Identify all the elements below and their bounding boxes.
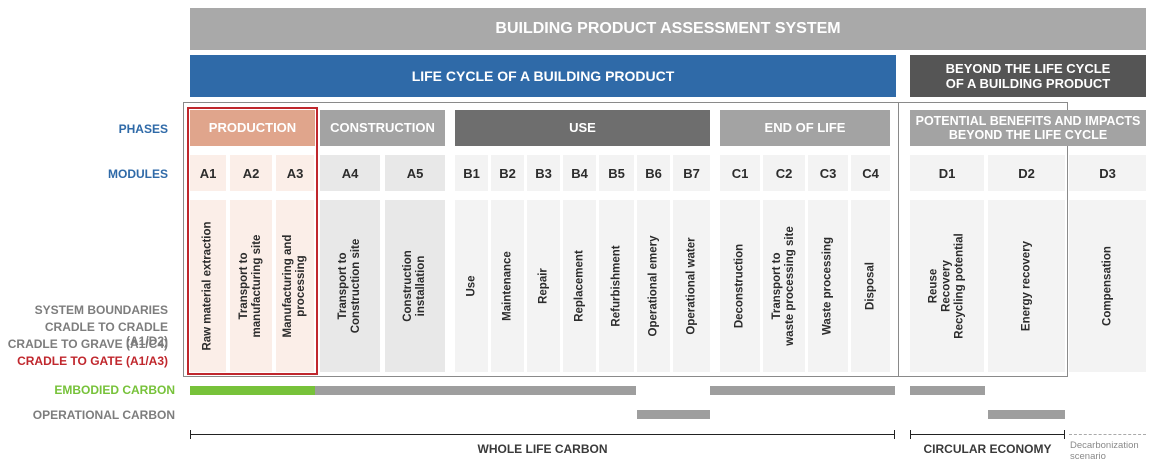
whole-life-carbon-tick-left — [190, 430, 191, 439]
module-desc-d1: Reuse Recovery Recycling potential — [910, 200, 984, 372]
embodied-carbon-bar-construction-use — [315, 386, 636, 395]
module-code-d2: D2 — [988, 155, 1065, 191]
module-desc-c3-text: Waste processing — [821, 237, 834, 335]
beyond-text: BEYOND THE LIFE CYCLE OF A BUILDING PROD… — [945, 61, 1111, 91]
phase-production-label: PRODUCTION — [208, 120, 297, 135]
title-band: BUILDING PRODUCT ASSESSMENT SYSTEM — [190, 8, 1146, 50]
module-desc-d3: Compensation — [1069, 200, 1146, 372]
phase-use-label: USE — [569, 120, 596, 135]
module-code-b6: B6 — [637, 155, 670, 191]
module-desc-a2: Transport to manufacturing site — [230, 200, 272, 372]
phase-end-of-life: END OF LIFE — [720, 110, 890, 146]
beyond-band: BEYOND THE LIFE CYCLE OF A BUILDING PROD… — [910, 55, 1146, 97]
phase-beyond-label: POTENTIAL BENEFITS AND IMPACTS BEYOND TH… — [915, 114, 1141, 142]
module-code-d1: D1 — [910, 155, 984, 191]
phase-beyond: POTENTIAL BENEFITS AND IMPACTS BEYOND TH… — [910, 110, 1146, 146]
cradle-to-gate-label: CRADLE TO GATE (A1/A3) — [17, 354, 168, 368]
circular-economy-tick-right — [1064, 430, 1065, 439]
module-desc-b2-text: Maintenance — [501, 251, 513, 321]
module-desc-a1: Raw material extraction — [190, 200, 226, 372]
module-desc-b3: Repair — [527, 200, 560, 372]
module-desc-a4-text: Transport to Construction site — [337, 238, 362, 334]
module-desc-b5: Refurbishment — [599, 200, 634, 372]
module-code-b4: B4 — [563, 155, 596, 191]
module-desc-b7: Operational water — [673, 200, 710, 372]
module-desc-a5: Construction installation — [385, 200, 445, 372]
module-code-b2: B2 — [491, 155, 524, 191]
module-desc-d2: Energy recovery — [988, 200, 1065, 372]
cradle-to-cradle-label: CRADLE TO CRADLE (A1/D2) — [44, 320, 168, 348]
operational-carbon-label: OPERATIONAL CARBON — [32, 408, 175, 422]
decarbonization-line — [1069, 434, 1146, 435]
decarbonization-label: Decarbonization scenario — [1070, 440, 1139, 462]
whole-life-carbon-tick-right — [894, 430, 895, 439]
module-desc-c4-text: Disposal — [864, 262, 876, 310]
cradle-to-gate-frame — [187, 107, 318, 375]
module-desc-d1-text: Reuse Recovery Recycling potential — [927, 233, 966, 339]
module-code-c4: C4 — [851, 155, 890, 191]
module-desc-b1: Use — [455, 200, 488, 372]
module-desc-b3-text: Repair — [537, 268, 549, 304]
phase-construction-label: CONSTRUCTION — [330, 120, 435, 135]
module-desc-a3: Manufacturing and processing — [276, 200, 314, 372]
module-desc-b6: Operational emery — [637, 200, 670, 372]
module-desc-c1: Deconstruction — [720, 200, 760, 372]
phase-construction: CONSTRUCTION — [320, 110, 445, 146]
circular-economy-tick-left — [910, 430, 911, 439]
module-desc-b2: Maintenance — [491, 200, 524, 372]
module-code-b3: B3 — [527, 155, 560, 191]
phase-end-of-life-label: END OF LIFE — [764, 120, 846, 135]
embodied-carbon-bar-d1 — [910, 386, 985, 395]
module-code-c1: C1 — [720, 155, 760, 191]
module-desc-b7-text: Operational water — [685, 237, 697, 335]
module-desc-a4: Transport to Construction site — [320, 200, 380, 372]
embodied-carbon-bar-end-of-life — [710, 386, 895, 395]
module-code-a4: A4 — [320, 155, 380, 191]
module-desc-a5-text: Construction installation — [402, 250, 427, 322]
phase-use: USE — [455, 110, 710, 146]
module-code-b7: B7 — [673, 155, 710, 191]
module-desc-b6-text: Operational emery — [647, 235, 659, 337]
operational-carbon-bar-use — [637, 410, 710, 419]
module-code-d3: D3 — [1069, 155, 1146, 191]
title-text: BUILDING PRODUCT ASSESSMENT SYSTEM — [495, 20, 841, 37]
module-desc-b4: Replacement — [563, 200, 596, 372]
module-desc-b4-text: Replacement — [573, 250, 585, 322]
module-code-a2: A2 — [230, 155, 272, 191]
cradle-to-grave-label: CRADLE TO GRAVE (A1/C4) — [7, 337, 168, 351]
module-code-a1: A1 — [190, 155, 226, 191]
whole-life-carbon-label: WHOLE LIFE CARBON — [477, 442, 608, 456]
life-cycle-band: LIFE CYCLE OF A BUILDING PRODUCT — [190, 55, 896, 97]
beyond-frame — [898, 102, 1068, 377]
circular-economy-line — [910, 434, 1065, 435]
phases-label: PHASES — [118, 122, 168, 136]
module-desc-b1-text: Use — [465, 275, 477, 297]
module-desc-c2-text: Transport to waste processing site — [771, 226, 796, 346]
module-desc-c3: Waste processing — [808, 200, 848, 372]
embodied-carbon-label: EMBODIED CARBON — [54, 383, 175, 397]
module-desc-c4: Disposal — [851, 200, 890, 372]
embodied-carbon-bar-production — [190, 386, 315, 395]
phase-production: PRODUCTION — [190, 110, 315, 146]
module-desc-d3-text: Compensation — [1101, 246, 1113, 326]
module-desc-c2: Transport to waste processing site — [763, 200, 805, 372]
module-desc-c1-text: Deconstruction — [733, 243, 746, 329]
system-boundaries-label: SYSTEM BOUNDARIES — [34, 303, 168, 317]
module-code-a3: A3 — [276, 155, 314, 191]
life-cycle-text: LIFE CYCLE OF A BUILDING PRODUCT — [411, 68, 675, 84]
module-desc-d2-text: Energy recovery — [1020, 240, 1032, 332]
module-code-c3: C3 — [808, 155, 848, 191]
module-code-a5: A5 — [385, 155, 445, 191]
module-code-b1: B1 — [455, 155, 488, 191]
operational-carbon-bar-d2 — [988, 410, 1065, 419]
module-code-c2: C2 — [763, 155, 805, 191]
module-code-b5: B5 — [599, 155, 634, 191]
module-desc-b5-text: Refurbishment — [610, 245, 622, 327]
whole-life-carbon-line — [190, 434, 895, 435]
circular-economy-label: CIRCULAR ECONOMY — [923, 442, 1052, 456]
modules-label: MODULES — [108, 167, 168, 181]
